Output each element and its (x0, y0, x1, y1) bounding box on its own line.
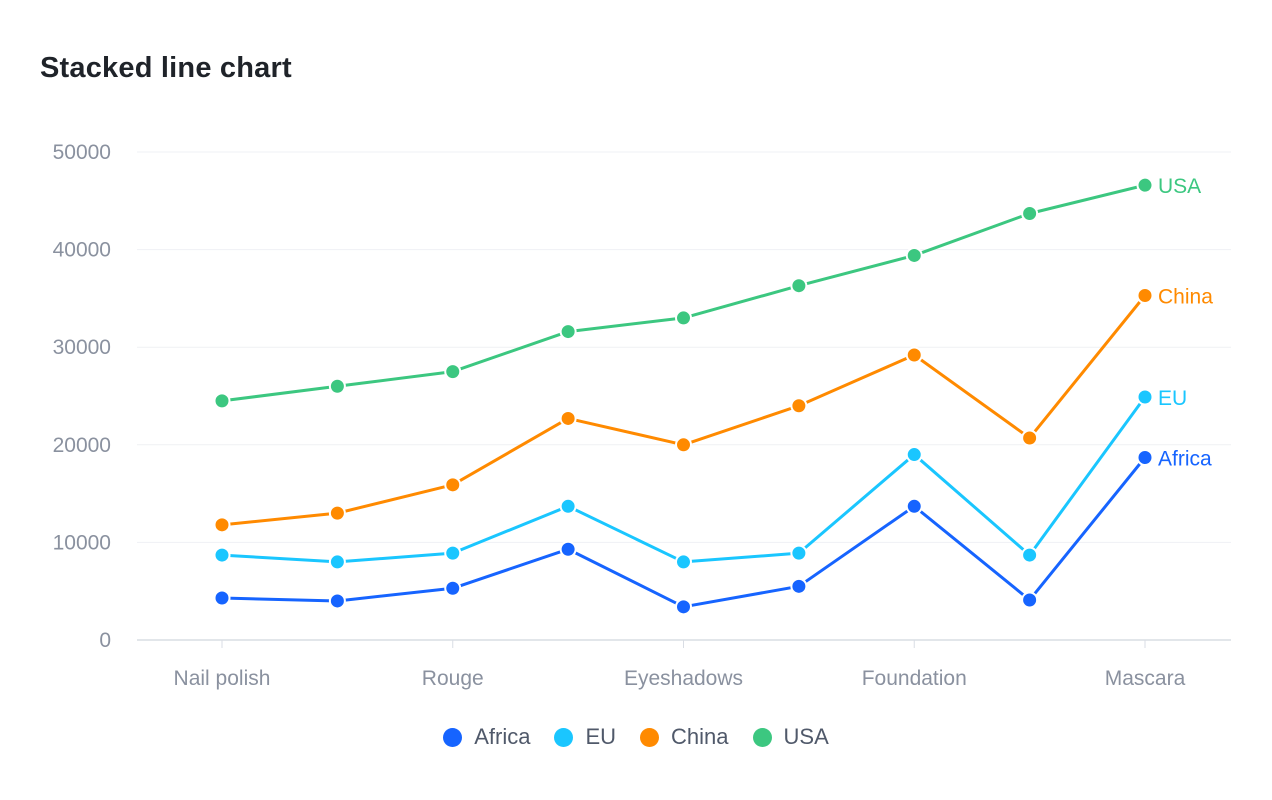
x-axis: Nail polish Rouge Eyeshadows Foundation Masc… (174, 640, 1186, 690)
data-point-usa[interactable] (1136, 176, 1154, 194)
end-label-china: China (1158, 285, 1213, 308)
data-point-eu[interactable] (1136, 388, 1154, 406)
series-lines (221, 183, 1147, 609)
x-tick-label: Foundation (862, 667, 967, 690)
data-point-china[interactable] (213, 516, 231, 534)
x-tick-label: Rouge (422, 667, 484, 690)
data-point-usa[interactable] (328, 377, 346, 395)
legend-marker-icon (554, 727, 574, 747)
data-point-china[interactable] (1136, 286, 1154, 304)
data-point-eu[interactable] (675, 553, 692, 571)
x-tick-label: Nail polish (174, 667, 271, 690)
series-end-labels: Africa EU China USA (1158, 175, 1213, 470)
y-tick-label: 10000 (53, 531, 111, 554)
end-label-usa: USA (1158, 175, 1201, 198)
legend-marker-icon (443, 727, 463, 747)
data-point-africa[interactable] (790, 577, 808, 595)
y-tick-label: 40000 (53, 239, 111, 262)
data-point-usa[interactable] (790, 277, 808, 295)
data-point-africa[interactable] (213, 589, 231, 607)
legend-item-china[interactable]: China (640, 724, 729, 750)
data-point-usa[interactable] (675, 309, 692, 327)
y-axis: 0 10000 20000 30000 40000 50000 (53, 141, 111, 652)
legend-item-africa[interactable]: Africa (443, 724, 530, 750)
series-line-china (221, 294, 1147, 527)
end-label-africa: Africa (1158, 447, 1212, 470)
legend-label: China (671, 724, 729, 749)
data-point-africa[interactable] (905, 497, 923, 515)
data-point-eu[interactable] (559, 497, 577, 515)
data-point-eu[interactable] (790, 544, 808, 562)
legend-item-eu[interactable]: EU (554, 724, 616, 750)
legend-label: Africa (474, 724, 531, 749)
data-point-eu[interactable] (213, 546, 231, 564)
data-point-africa[interactable] (1136, 448, 1154, 466)
data-point-africa[interactable] (328, 592, 346, 610)
data-point-usa[interactable] (1021, 204, 1039, 222)
legend-marker-icon (640, 727, 660, 747)
data-point-africa[interactable] (675, 598, 692, 616)
data-point-eu[interactable] (1021, 546, 1039, 564)
data-point-eu[interactable] (905, 446, 923, 464)
data-point-china[interactable] (905, 346, 923, 364)
data-point-africa[interactable] (559, 540, 577, 558)
data-point-usa[interactable] (213, 392, 231, 410)
x-tick-label: Mascara (1105, 667, 1186, 690)
y-tick-label: 20000 (53, 434, 111, 457)
series-line-usa (221, 183, 1146, 403)
y-tick-label: 50000 (53, 141, 111, 164)
legend: Africa EU China USA (0, 724, 1272, 750)
x-tick-label: Eyeshadows (624, 667, 743, 690)
data-point-china[interactable] (790, 397, 808, 415)
data-point-china[interactable] (444, 476, 462, 494)
data-point-china[interactable] (1021, 429, 1039, 447)
end-label-eu: EU (1158, 387, 1187, 410)
chart-title: Stacked line chart (40, 52, 292, 84)
data-point-eu[interactable] (444, 544, 462, 562)
y-tick-label: 30000 (53, 336, 111, 359)
legend-label: EU (585, 724, 617, 749)
data-point-usa[interactable] (559, 323, 577, 341)
data-point-usa[interactable] (444, 363, 462, 381)
data-point-africa[interactable] (444, 579, 462, 597)
data-point-africa[interactable] (1021, 591, 1039, 609)
data-point-china[interactable] (328, 504, 346, 522)
data-point-china[interactable] (675, 436, 692, 454)
y-tick-label: 0 (99, 629, 111, 652)
data-point-china[interactable] (559, 409, 577, 427)
legend-item-usa[interactable]: USA (752, 724, 829, 750)
legend-label: USA (783, 724, 829, 749)
data-point-eu[interactable] (328, 553, 346, 571)
series-line-africa (221, 456, 1147, 609)
legend-marker-icon (752, 727, 772, 747)
data-point-usa[interactable] (905, 246, 923, 264)
series-points (213, 176, 1154, 616)
